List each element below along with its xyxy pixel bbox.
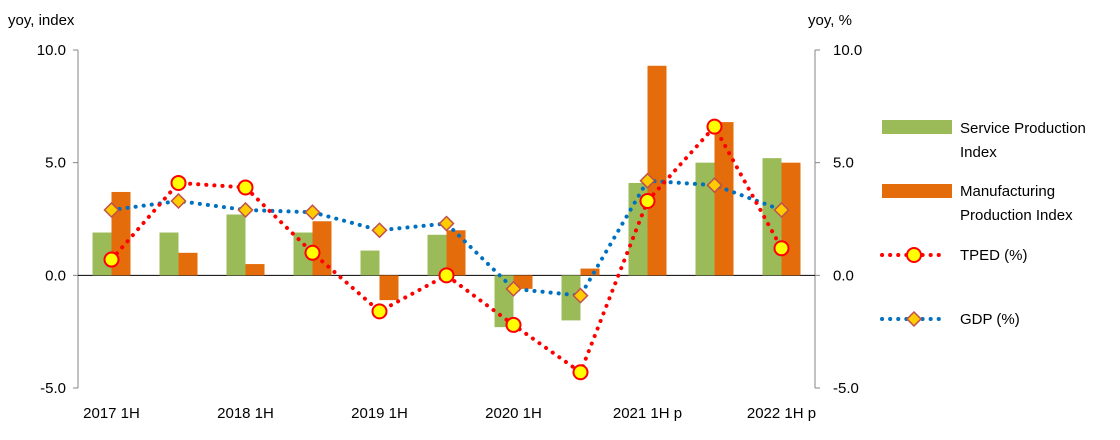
left-tick-label: 0.0 [45, 267, 66, 284]
gdp-point [773, 201, 790, 219]
bar-manufacturing [379, 275, 399, 301]
bar-service [695, 162, 715, 276]
bar-service [293, 232, 313, 276]
bar-manufacturing [312, 221, 332, 276]
plot-area: -5.0 -5.0 0.0 0.0 5.0 5.0 10.0 10.0 2017 1H 2018 … [37, 42, 862, 422]
tped-point [639, 192, 656, 209]
tped-point [304, 244, 321, 261]
tped-point [103, 251, 120, 268]
right-tick-label: -5.0 [833, 380, 859, 397]
bar-manufacturing [446, 230, 466, 276]
left-tick-label: -5.0 [40, 380, 66, 397]
tped-point [706, 118, 723, 135]
left-axis-label: yoy, index [8, 12, 75, 29]
tped-point [237, 179, 254, 196]
left-tick-label: 10.0 [37, 42, 66, 59]
tped-point [438, 267, 455, 284]
tped-point [505, 316, 522, 333]
tped-point [371, 303, 388, 320]
bar-manufacturing [178, 252, 198, 276]
gdp-point [103, 201, 120, 219]
tped-point [773, 240, 790, 257]
x-tick-label: 2019 1H [351, 405, 408, 422]
x-tick-label: 2020 1H [485, 405, 542, 422]
left-tick-label: 5.0 [45, 155, 66, 172]
gdp-point [572, 287, 589, 304]
gdp-point [706, 177, 723, 194]
bar-service [159, 232, 179, 276]
x-tick-label: 2021 1H p [613, 405, 682, 422]
x-tick-label: 2018 1H [217, 405, 274, 422]
legend-swatch-manufacturing [882, 184, 952, 198]
bar-manufacturing [714, 122, 734, 276]
legend-label-manufacturing: Manufacturing Production Index [960, 183, 1073, 224]
tped-point [572, 364, 589, 381]
bar-service [360, 250, 380, 276]
gdp-point [438, 215, 455, 232]
gdp-point [505, 280, 522, 297]
legend-label-gdp: GDP (%) [960, 311, 1020, 328]
gdp-point [304, 204, 321, 221]
bar-manufacturing [245, 264, 265, 276]
tped-point [170, 174, 187, 191]
gdp-point [371, 222, 388, 239]
bar-manufacturing [781, 162, 801, 276]
bar-manufacturing [580, 268, 600, 276]
right-tick-label: 0.0 [833, 267, 854, 284]
bar-service [427, 234, 447, 276]
legend-swatch-service [882, 120, 952, 134]
x-tick-label: 2022 1H p [747, 405, 816, 422]
x-tick-label: 2017 1H [83, 405, 140, 422]
right-tick-label: 5.0 [833, 155, 854, 172]
gdp-point [170, 192, 187, 210]
right-axis-label: yoy, % [808, 12, 852, 29]
right-tick-label: 10.0 [833, 42, 862, 59]
legend: Service Production Index Manufacturing Prod… [880, 120, 1086, 328]
gdp-point [639, 172, 656, 189]
bar-manufacturing [647, 65, 667, 276]
bar-service [226, 214, 246, 276]
gdp-point [237, 201, 254, 219]
bar-service [561, 275, 581, 321]
legend-label-service: Service Production Index [960, 120, 1086, 161]
legend-marker-gdp [905, 310, 923, 328]
legend-marker-tped [906, 247, 922, 263]
legend-label-tped: TPED (%) [960, 247, 1028, 264]
bar-manufacturing [513, 275, 533, 289]
